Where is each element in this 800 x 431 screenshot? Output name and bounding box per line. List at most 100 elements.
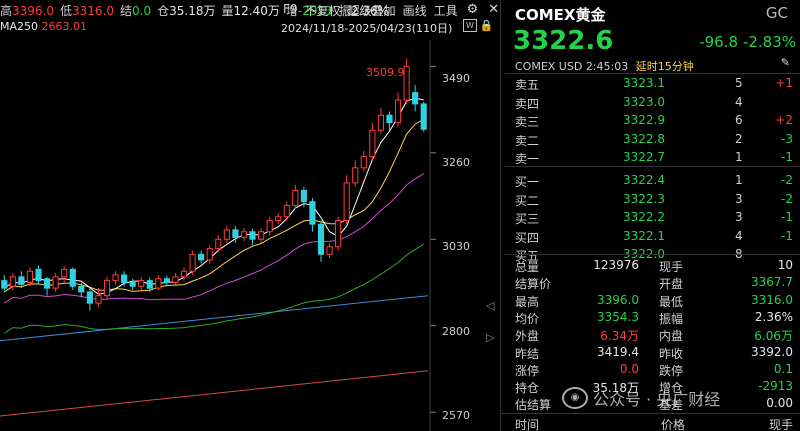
candle-body [232, 229, 239, 238]
orderbook-price: 3322.8 [623, 131, 665, 146]
ask-row[interactable]: 卖四 3323.0 4 [501, 95, 800, 113]
ma20-line [4, 173, 424, 304]
scroll-right-icon[interactable]: ▷ [486, 331, 495, 344]
top-stat: 高3396.0 [0, 2, 54, 18]
toolbar-tools[interactable]: 工具 [433, 4, 458, 18]
orderbook-level-label: 买四 [515, 230, 540, 245]
toolbar-f9[interactable]: F9 [283, 2, 298, 16]
stat-key: 持仓 [515, 381, 540, 396]
orderbook-volume: 1 [735, 173, 743, 187]
orderbook-delta: -2 [781, 191, 793, 206]
toolbar-no-adjust[interactable]: 不复权 [304, 4, 341, 18]
candle-body [292, 189, 299, 206]
top-stat-label: 增 [285, 4, 298, 18]
bid-row[interactable]: 买二 3322.3 3 -2 [501, 192, 800, 210]
candle-body [180, 270, 188, 278]
candle-body [1, 280, 8, 289]
bid-row[interactable]: 买一 3322.4 1 -2 [501, 173, 800, 191]
orderbook-delta: -1 [781, 210, 793, 225]
axis-tick-label: 3260 [442, 156, 470, 169]
delay-notice: 延时15分钟 [635, 60, 694, 73]
stat-key: 涨停 [515, 363, 540, 378]
watermark-text: 公众号 · 央广财经 [593, 390, 721, 409]
tick-list-header: 时间 价格 现手 [501, 413, 800, 431]
edit-icon[interactable]: ✎ [780, 56, 790, 69]
candle-body [352, 167, 359, 184]
top-stat-value: 12.40万 [233, 4, 280, 18]
col-vol: 现手 [768, 418, 793, 431]
ma60-line [4, 243, 424, 334]
candle-body [9, 276, 16, 287]
instrument-code: GC [765, 4, 788, 22]
top-stat-label: 低 [60, 4, 73, 18]
orderbook-level-label: 卖二 [515, 133, 540, 148]
candle-body [18, 276, 25, 285]
window-icon[interactable]: W [463, 19, 477, 32]
exchange-currency-time: COMEX USD 2:45:03 [515, 60, 629, 73]
candle-body [189, 253, 196, 272]
stat-key: 最低 [659, 294, 684, 309]
ma5-line [4, 97, 424, 295]
axis-tick-label: 3030 [442, 240, 470, 253]
bid-row[interactable]: 买三 3322.2 3 -1 [501, 210, 800, 228]
candle-body [317, 223, 325, 255]
orderbook-price: 3322.2 [623, 210, 665, 225]
ask-row[interactable]: 卖一 3322.7 1 -1 [501, 150, 800, 168]
orderbook-delta: +1 [775, 76, 793, 90]
kline-chart-panel[interactable]: 高3396.0 低3316.0 结0.0 仓35.18万 量12.40万 增-2913 振2… [0, 0, 500, 431]
stat-value: 3354.3 [597, 309, 639, 324]
ask-row[interactable]: 卖五 3323.1 5 +1 [501, 76, 800, 94]
stat-key: 增仓 [659, 381, 684, 396]
stat-value: 0.1 [773, 361, 793, 376]
orderbook-price: 3322.4 [623, 173, 665, 187]
candle-body [377, 114, 384, 131]
candle-body [121, 274, 128, 283]
candle-body [335, 219, 342, 248]
candle-body [369, 129, 376, 158]
candle-body [206, 248, 213, 261]
top-stat-label: 仓 [157, 4, 170, 18]
candle-body [326, 246, 333, 255]
stat-value: 35.18万 [592, 381, 639, 396]
stats-row: 估结算 基差 0.00 [501, 396, 800, 413]
orderbook-volume: 4 [735, 94, 743, 109]
scroll-left-icon[interactable]: ◁ [486, 299, 495, 312]
candle-body [112, 274, 119, 282]
orderbook-delta: +2 [775, 113, 793, 128]
stat-key: 昨收 [659, 346, 684, 361]
stat-value: 10 [777, 258, 793, 272]
candle-body [223, 229, 230, 240]
stat-value: 3396.0 [597, 292, 639, 307]
orderbook-level-label: 买三 [515, 212, 540, 227]
top-stat: 振2.36% [339, 2, 389, 18]
bid-row[interactable]: 买四 3322.1 4 -1 [501, 229, 800, 247]
ma10-line [4, 118, 424, 293]
candle-body [283, 204, 290, 218]
stats-row: 均价 3354.3 振幅 2.36% [501, 310, 800, 327]
stats-row: 最高 3396.0 最低 3316.0 [501, 293, 800, 310]
instrument-title: COMEX黄金 [515, 6, 606, 24]
orderbook-delta: -1 [781, 228, 793, 243]
top-stat-value: 0.0 [132, 4, 152, 18]
candle-body [163, 278, 170, 283]
settings-icon[interactable]: ⚙ [466, 2, 479, 17]
orderbook-delta: -2 [781, 173, 793, 187]
orderbook-price: 3322.7 [623, 150, 665, 165]
high-price-marker: 3509.9 [366, 66, 405, 79]
orderbook-level-label: 卖三 [515, 115, 540, 130]
top-stat-label: 量 [221, 4, 234, 18]
stat-value: 3316.0 [751, 292, 793, 307]
ask-row[interactable]: 卖二 3322.8 2 -3 [501, 132, 800, 150]
kline-chart[interactable] [0, 0, 497, 431]
price-change-pct: -2.83% [742, 33, 796, 51]
divider [505, 73, 800, 74]
lock-icon[interactable]: 🔒 [479, 19, 494, 32]
ask-row[interactable]: 卖三 3322.9 6 +2 [501, 113, 800, 131]
toolbar-super-overlay[interactable]: 超级叠加 [347, 4, 396, 18]
stat-key: 基差 [659, 398, 684, 413]
candle-body [95, 295, 102, 304]
candle-body [103, 280, 111, 297]
close-icon[interactable]: ✕ [488, 2, 500, 17]
orderbook-volume: 3 [735, 210, 743, 225]
toolbar-draw-line[interactable]: 画线 [402, 4, 427, 18]
